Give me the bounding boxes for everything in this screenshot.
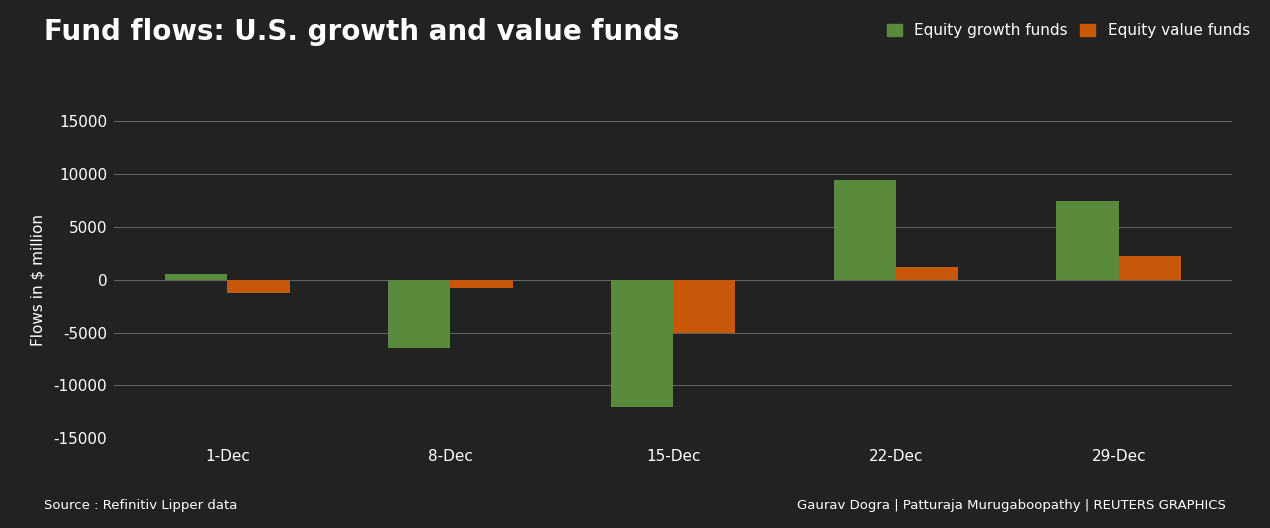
- Text: Source : Refinitiv Lipper data: Source : Refinitiv Lipper data: [44, 499, 237, 512]
- Bar: [387, 280, 451, 348]
- Bar: [895, 267, 959, 280]
- Text: Gaurav Dogra | Patturaja Murugaboopathy | REUTERS GRAPHICS: Gaurav Dogra | Patturaja Murugaboopathy …: [796, 499, 1226, 512]
- Bar: [673, 280, 735, 333]
- Legend: Equity growth funds, Equity value funds: Equity growth funds, Equity value funds: [886, 23, 1250, 39]
- Bar: [1057, 201, 1119, 280]
- Text: Fund flows: U.S. growth and value funds: Fund flows: U.S. growth and value funds: [44, 18, 679, 46]
- Bar: [165, 274, 227, 280]
- Bar: [227, 280, 290, 293]
- Y-axis label: Flows in $ million: Flows in $ million: [30, 214, 46, 346]
- Bar: [1119, 256, 1181, 280]
- Bar: [833, 180, 895, 280]
- Bar: [451, 280, 513, 288]
- Bar: [611, 280, 673, 407]
